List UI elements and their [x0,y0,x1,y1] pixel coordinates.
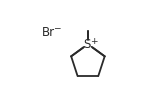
Text: −: − [53,24,60,33]
Circle shape [83,40,93,49]
Text: S: S [83,38,91,51]
Text: +: + [90,37,97,46]
Text: Br: Br [42,26,55,39]
